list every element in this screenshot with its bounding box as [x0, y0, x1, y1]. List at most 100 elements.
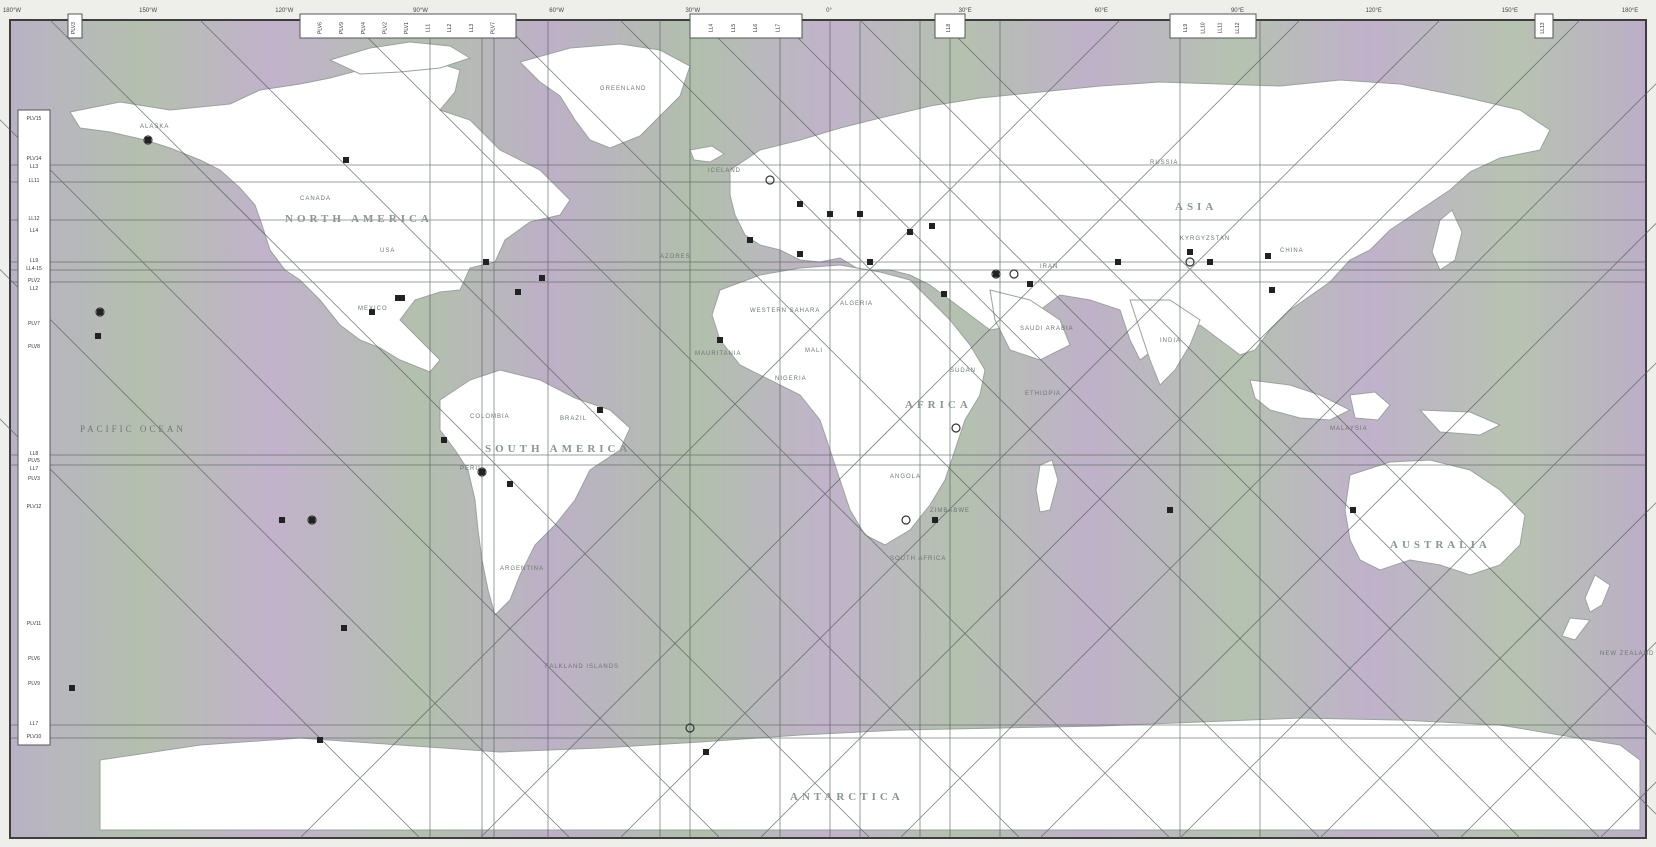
node-marker — [95, 307, 105, 317]
diagonal-line — [939, 19, 1656, 735]
new-zealand-south-landmass — [1561, 617, 1591, 641]
left-line-tag: LL7 — [30, 721, 39, 727]
region-label-malaysia: MALAYSIA — [1330, 426, 1368, 432]
diagonal-line — [49, 19, 871, 839]
site-marker — [703, 749, 709, 755]
region-label-ethiopia: ETHIOPIA — [1025, 391, 1061, 397]
site-marker — [827, 211, 833, 217]
site-marker — [1350, 507, 1356, 513]
borneo-landmass — [1349, 391, 1391, 421]
diagonal-line — [619, 19, 1441, 839]
top-line-tag: LL13 — [1540, 22, 1546, 33]
region-label-iran: IRAN — [1040, 264, 1058, 270]
longitude-label: 30°E — [959, 8, 972, 14]
ley-lines — [0, 19, 1656, 839]
left-line-tags: PLV15 PLV14 LL3 LL11 LL12 LL4 LL9 LL4-15 PLV2 LL2… — [26, 116, 42, 740]
longitude-label: 60°E — [1095, 8, 1108, 14]
top-line-tag: LL6 — [753, 24, 759, 33]
left-line-tag: PLV14 — [27, 156, 42, 162]
site-marker — [929, 223, 935, 229]
left-line-tag: PLV7 — [28, 321, 40, 327]
site-marker — [343, 157, 349, 163]
left-line-tag: LL2 — [30, 286, 39, 292]
longitude-label: 60°W — [549, 8, 564, 14]
site-marker — [539, 275, 545, 281]
left-line-tag: LL7 — [30, 466, 39, 472]
site-marker — [95, 333, 101, 339]
region-label-brazil: BRAZIL — [560, 416, 587, 422]
greenland-landmass — [519, 43, 691, 149]
japan-landmass — [1431, 209, 1463, 271]
site-marker — [941, 291, 947, 297]
site-marker — [395, 295, 401, 301]
region-label-sudan: SUDAN — [950, 368, 976, 374]
diagonal-line — [0, 418, 421, 839]
continent-label-antarctica: ANTARCTICA — [790, 791, 904, 803]
region-label-zimbabwe: ZIMBABWE — [930, 508, 970, 514]
top-line-tag: LL7 — [776, 24, 782, 33]
region-label-china: CHINA — [1280, 248, 1304, 254]
left-line-tag: LL4 — [30, 228, 39, 234]
longitude-label: 180°E — [1622, 8, 1638, 14]
top-line-tag: PLV4 — [361, 22, 367, 34]
left-line-tag: LL8 — [30, 451, 39, 457]
node-marker — [765, 175, 775, 185]
top-line-tags: PLV3 PLV6 PLV9 PLV4 PLV2 PLV1 LL1 LL2 LL3 PLV7 LL4… — [67, 13, 1554, 39]
diagonal-line — [859, 19, 1656, 815]
site-marker — [1115, 259, 1121, 265]
region-label-colombia: COLOMBIA — [470, 414, 510, 420]
longitude-label: 150°E — [1502, 8, 1518, 14]
longitude-labels: 180°W 150°W 120°W 90°W 60°W 30°W 0° 30°E 60°E 90°… — [3, 8, 1638, 14]
diagonal-line — [1459, 641, 1656, 839]
node-marker — [477, 467, 487, 477]
top-tag-box — [67, 13, 83, 39]
top-line-tag: PLV1 — [404, 22, 410, 34]
new-guinea-landmass — [1418, 409, 1502, 436]
site-marker — [309, 517, 315, 523]
top-line-tag: LL11 — [1218, 22, 1224, 33]
site-marker — [1207, 259, 1213, 265]
left-line-tag-strip: PLV15 PLV14 LL3 LL11 LL12 LL4 LL9 LL4-15 PLV2 LL2… — [17, 109, 51, 746]
top-line-tag: PLV7 — [490, 22, 496, 34]
site-marker — [907, 229, 913, 235]
new-zealand-landmass — [1584, 574, 1611, 613]
site-marker — [317, 737, 323, 743]
region-label-south-africa: SOUTH AFRICA — [890, 556, 946, 562]
site-marker — [1265, 253, 1271, 259]
ocean-label-pacific: PACIFIC OCEAN — [80, 424, 186, 434]
region-label-saudi-arabia: SAUDI ARABIA — [1020, 326, 1074, 332]
region-label-new-zealand: NEW ZEALAND — [1600, 651, 1654, 657]
site-marker — [867, 259, 873, 265]
site-marker — [145, 137, 151, 143]
left-line-tag: LL11 — [29, 178, 40, 184]
left-line-tag: PLV8 — [28, 344, 40, 350]
diagonal-line — [1039, 222, 1656, 839]
top-line-tag: LL1 — [426, 24, 432, 33]
longitude-label: 150°W — [139, 8, 157, 14]
site-marker — [69, 685, 75, 691]
site-marker — [507, 481, 513, 487]
top-line-tag: LL2 — [447, 24, 453, 33]
site-marker — [797, 251, 803, 257]
left-line-tag: PLV6 — [28, 656, 40, 662]
left-line-tag: PLV3 — [28, 476, 40, 482]
antarctica-landmass — [99, 717, 1641, 831]
site-marker — [857, 211, 863, 217]
region-label-russia: RUSSIA — [1150, 160, 1178, 166]
left-line-tag: PLV11 — [27, 621, 41, 627]
region-label-western-sahara: WESTERN SAHARA — [750, 308, 820, 314]
region-label-greenland: GREENLAND — [600, 86, 646, 92]
region-label-iceland: ICELAND — [708, 168, 741, 174]
diagonal-line — [349, 19, 1171, 839]
site-marker — [717, 337, 723, 343]
diagonal-line — [199, 19, 1021, 839]
site-marker — [515, 289, 521, 295]
site-marker — [479, 469, 485, 475]
site-marker — [97, 309, 103, 315]
node-marker — [901, 515, 911, 525]
diagonal-line — [299, 19, 1121, 839]
site-marker — [1167, 507, 1173, 513]
longitude-label: 30°W — [685, 8, 700, 14]
left-line-tag: PLV5 — [28, 458, 40, 464]
node-marker — [685, 723, 695, 733]
